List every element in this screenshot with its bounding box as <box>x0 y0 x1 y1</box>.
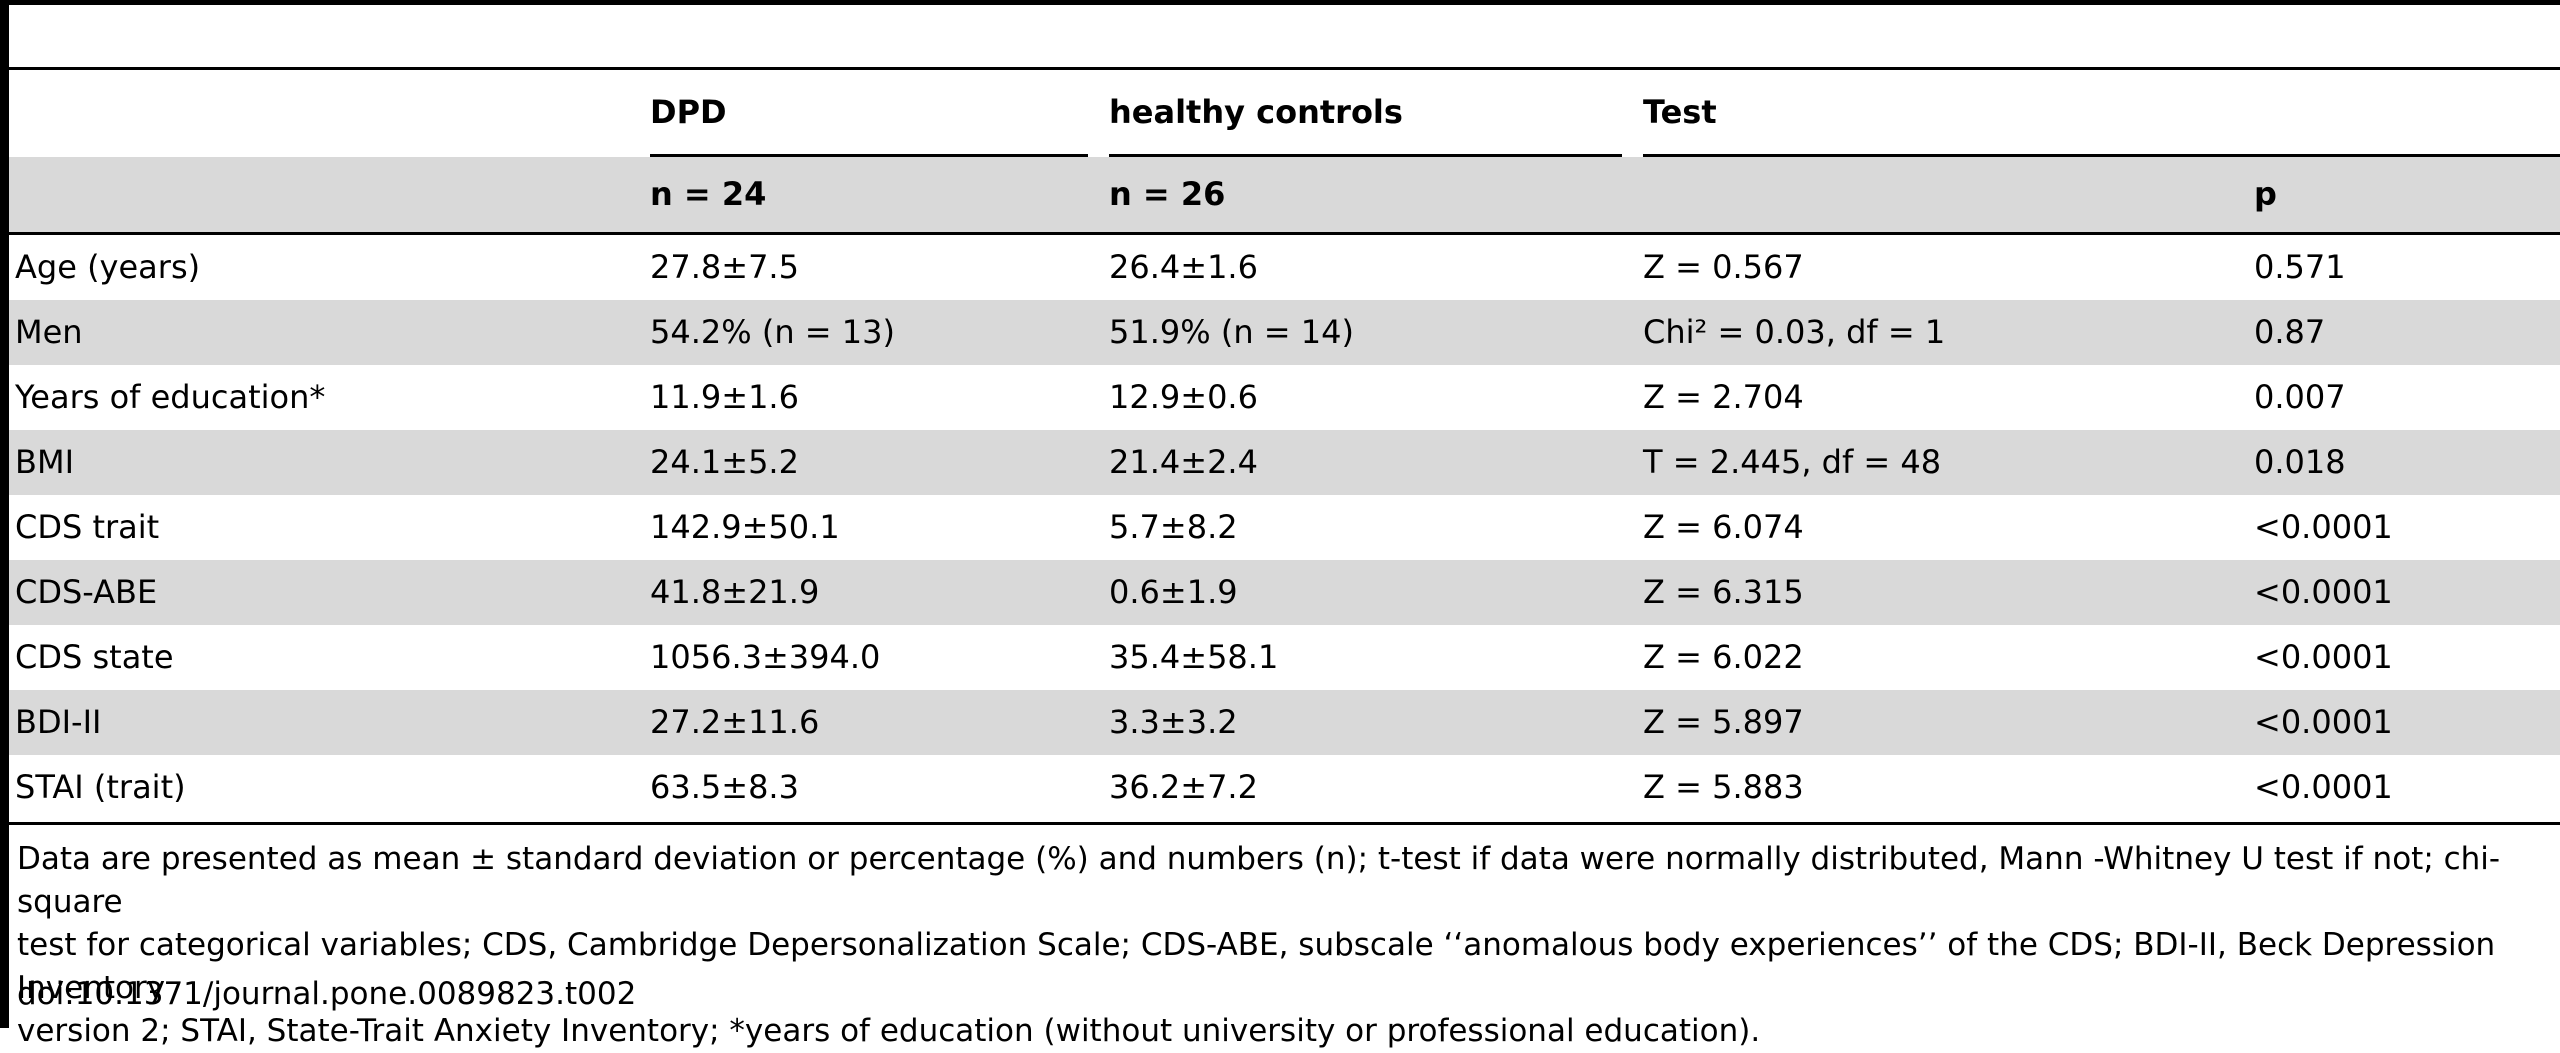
controls-value: 36.2±7.2 <box>1109 768 1258 806</box>
row-label: STAI (trait) <box>15 768 186 806</box>
row-label: CDS trait <box>15 508 160 546</box>
table-row: BMI 24.1±5.2 21.4±2.4 T = 2.445, df = 48… <box>9 430 2560 495</box>
header-p: p <box>2254 175 2277 213</box>
table-row: Age (years) 27.8±7.5 26.4±1.6 Z = 0.567 … <box>9 235 2560 300</box>
left-border <box>0 0 9 1028</box>
header-group-row: DPD healthy controls Test <box>9 80 2560 145</box>
row-label: BDI-II <box>15 703 102 741</box>
header-bottom-rule <box>9 232 2560 235</box>
dpd-value: 142.9±50.1 <box>650 508 840 546</box>
p-value: <0.0001 <box>2254 703 2393 741</box>
p-value: <0.0001 <box>2254 508 2393 546</box>
table-row: STAI (trait) 63.5±8.3 36.2±7.2 Z = 5.883… <box>9 755 2560 820</box>
test-subrule <box>1643 154 2560 157</box>
table-row: Men 54.2% (n = 13) 51.9% (n = 14) Chi² =… <box>9 300 2560 365</box>
header-healthy-controls: healthy controls <box>1109 93 1403 131</box>
test-value: Z = 6.315 <box>1643 573 1804 611</box>
row-label: CDS state <box>15 638 174 676</box>
dpd-value: 54.2% (n = 13) <box>650 313 895 351</box>
table-row: CDS state 1056.3±394.0 35.4±58.1 Z = 6.0… <box>9 625 2560 690</box>
test-value: Z = 5.883 <box>1643 768 1804 806</box>
dpd-value: 41.8±21.9 <box>650 573 820 611</box>
controls-value: 35.4±58.1 <box>1109 638 1279 676</box>
controls-value: 51.9% (n = 14) <box>1109 313 1354 351</box>
test-value: Chi² = 0.03, df = 1 <box>1643 313 1946 351</box>
table-row: BDI-II 27.2±11.6 3.3±3.2 Z = 5.897 <0.00… <box>9 690 2560 755</box>
test-value: Z = 2.704 <box>1643 378 1804 416</box>
dpd-value: 24.1±5.2 <box>650 443 799 481</box>
row-label: Men <box>15 313 83 351</box>
row-label: CDS-ABE <box>15 573 158 611</box>
test-value: Z = 6.022 <box>1643 638 1804 676</box>
dpd-value: 27.2±11.6 <box>650 703 820 741</box>
test-value: Z = 0.567 <box>1643 248 1804 286</box>
p-value: <0.0001 <box>2254 768 2393 806</box>
p-value: <0.0001 <box>2254 638 2393 676</box>
test-value: Z = 6.074 <box>1643 508 1804 546</box>
dpd-subrule <box>650 154 1088 157</box>
dpd-value: 27.8±7.5 <box>650 248 799 286</box>
dpd-value: 63.5±8.3 <box>650 768 799 806</box>
table-top-rule <box>9 67 2560 70</box>
p-value: 0.018 <box>2254 443 2346 481</box>
test-value: T = 2.445, df = 48 <box>1643 443 1942 481</box>
dpd-value: 11.9±1.6 <box>650 378 799 416</box>
table-footnote: Data are presented as mean ± standard de… <box>17 841 2501 1049</box>
controls-value: 0.6±1.9 <box>1109 573 1238 611</box>
table-row: CDS-ABE 41.8±21.9 0.6±1.9 Z = 6.315 <0.0… <box>9 560 2560 625</box>
controls-value: 12.9±0.6 <box>1109 378 1258 416</box>
controls-subrule <box>1109 154 1622 157</box>
row-label: BMI <box>15 443 74 481</box>
header-n-dpd: n = 24 <box>650 175 767 213</box>
controls-value: 26.4±1.6 <box>1109 248 1258 286</box>
header-test: Test <box>1643 93 1717 131</box>
top-border <box>0 0 2560 5</box>
table-row: CDS trait 142.9±50.1 5.7±8.2 Z = 6.074 <… <box>9 495 2560 560</box>
dpd-value: 1056.3±394.0 <box>650 638 881 676</box>
header-n-controls: n = 26 <box>1109 175 1226 213</box>
p-value: 0.87 <box>2254 313 2326 351</box>
p-value: 0.007 <box>2254 378 2346 416</box>
controls-value: 3.3±3.2 <box>1109 703 1238 741</box>
controls-value: 21.4±2.4 <box>1109 443 1258 481</box>
p-value: <0.0001 <box>2254 573 2393 611</box>
test-value: Z = 5.897 <box>1643 703 1804 741</box>
doi-link[interactable]: doi:10.1371/journal.pone.0089823.t002 <box>17 976 637 1012</box>
table-row: Years of education* 11.9±1.6 12.9±0.6 Z … <box>9 365 2560 430</box>
header-n-row: n = 24 n = 26 p <box>9 157 2560 232</box>
row-label: Years of education* <box>15 378 326 416</box>
controls-value: 5.7±8.2 <box>1109 508 1238 546</box>
table-bottom-rule <box>9 822 2560 825</box>
header-dpd: DPD <box>650 93 727 131</box>
row-label: Age (years) <box>15 248 201 286</box>
p-value: 0.571 <box>2254 248 2346 286</box>
